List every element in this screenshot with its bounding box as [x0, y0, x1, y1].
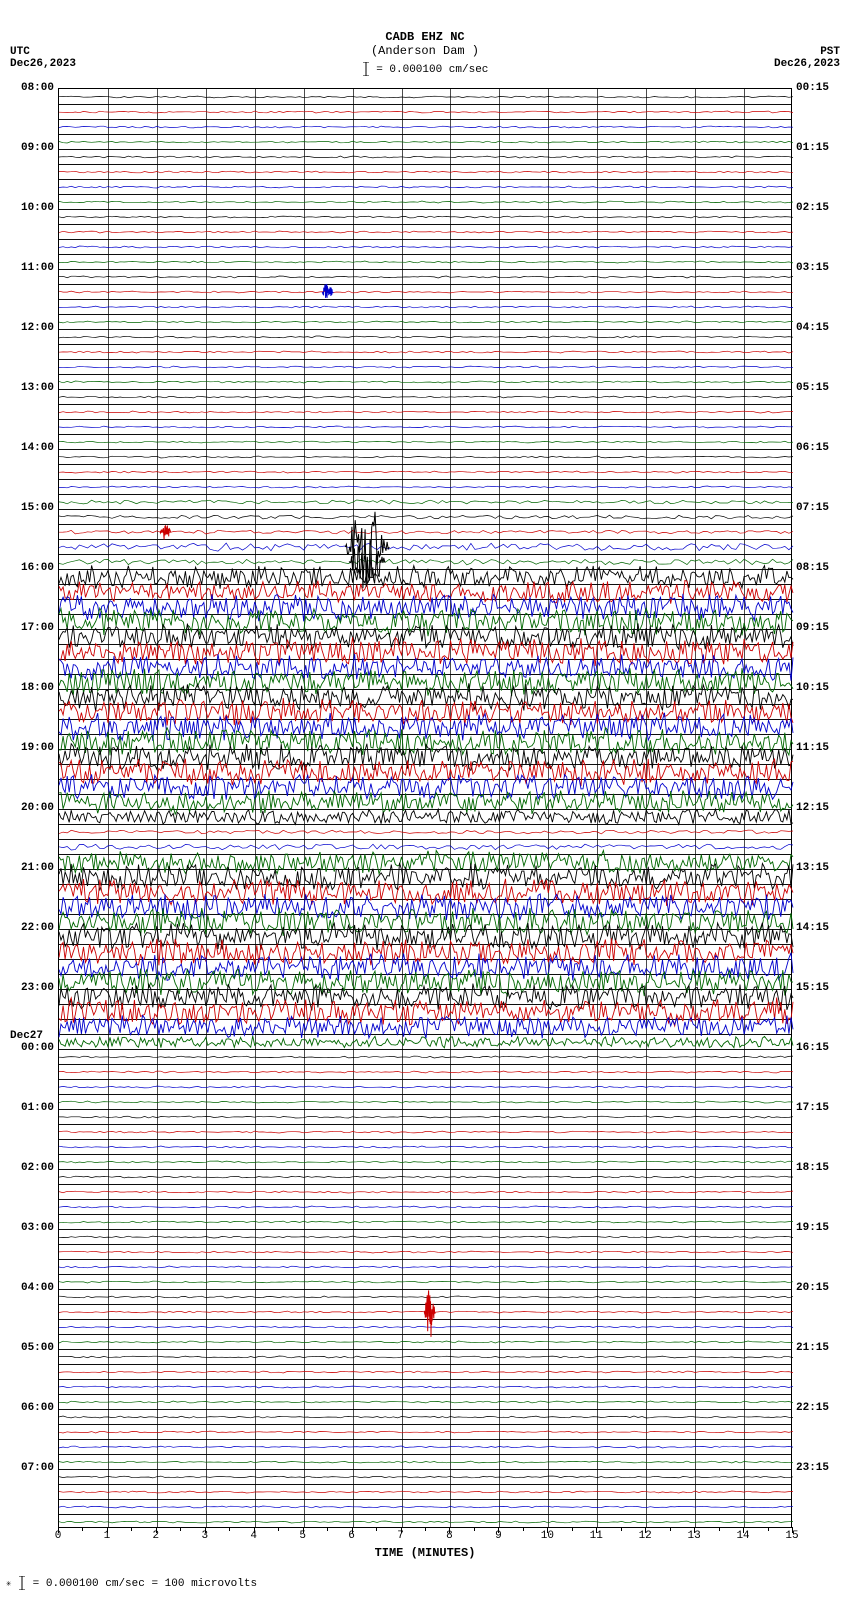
- utc-time-label: 19:00: [10, 742, 54, 754]
- utc-time-label: 10:00: [10, 202, 54, 214]
- scale-indicator: = 0.000100 cm/sec: [0, 62, 850, 76]
- x-axis-title: TIME (MINUTES): [58, 1546, 792, 1560]
- x-minor-tick: [523, 1528, 524, 1531]
- pst-time-label: 10:15: [796, 682, 840, 694]
- x-minor-tick: [327, 1528, 328, 1531]
- seismic-spike: [59, 527, 793, 597]
- pst-time-label: 07:15: [796, 502, 840, 514]
- x-tick-label: 9: [495, 1530, 502, 1542]
- x-minor-tick: [82, 1528, 83, 1531]
- utc-time-label: 09:00: [10, 142, 54, 154]
- x-minor-tick: [768, 1528, 769, 1531]
- x-minor-tick: [719, 1528, 720, 1531]
- x-minor-tick: [670, 1528, 671, 1531]
- pst-time-label: 01:15: [796, 142, 840, 154]
- pst-time-label: 11:15: [796, 742, 840, 754]
- footer-scale-bar-icon: [18, 1576, 26, 1590]
- seismic-spike: [59, 277, 793, 307]
- pst-time-label: 03:15: [796, 262, 840, 274]
- utc-time-label: 15:00: [10, 502, 54, 514]
- x-axis: TIME (MINUTES) 0123456789101112131415: [58, 1528, 792, 1568]
- date-marker: Dec27: [10, 1030, 54, 1042]
- x-tick-label: 8: [446, 1530, 453, 1542]
- station-location: (Anderson Dam ): [0, 44, 850, 58]
- utc-time-label: 02:00: [10, 1162, 54, 1174]
- x-minor-tick: [131, 1528, 132, 1531]
- x-minor-tick: [425, 1528, 426, 1531]
- utc-time-label: 13:00: [10, 382, 54, 394]
- x-tick-label: 14: [736, 1530, 749, 1542]
- utc-time-label: 16:00: [10, 562, 54, 574]
- station-code: CADB EHZ NC: [0, 30, 850, 44]
- date-left: Dec26,2023: [10, 58, 76, 70]
- x-minor-tick: [572, 1528, 573, 1531]
- pst-time-label: 06:15: [796, 442, 840, 454]
- x-tick-label: 5: [299, 1530, 306, 1542]
- x-tick-label: 2: [153, 1530, 160, 1542]
- x-tick-label: 10: [541, 1530, 554, 1542]
- utc-time-label: 12:00: [10, 322, 54, 334]
- date-right: Dec26,2023: [774, 58, 840, 70]
- x-tick-label: 11: [590, 1530, 603, 1542]
- pst-time-label: 13:15: [796, 862, 840, 874]
- pst-time-label: 17:15: [796, 1102, 840, 1114]
- utc-time-label: 05:00: [10, 1342, 54, 1354]
- pst-time-label: 12:15: [796, 802, 840, 814]
- pst-time-label: 22:15: [796, 1402, 840, 1414]
- seismogram-plot: [58, 88, 792, 1528]
- x-minor-tick: [621, 1528, 622, 1531]
- footer-scale: ✳ = 0.000100 cm/sec = 100 microvolts: [6, 1576, 257, 1590]
- x-tick-label: 3: [201, 1530, 208, 1542]
- x-tick-label: 13: [688, 1530, 701, 1542]
- x-minor-tick: [229, 1528, 230, 1531]
- utc-time-label: 22:00: [10, 922, 54, 934]
- x-tick-label: 1: [104, 1530, 111, 1542]
- x-tick-label: 6: [348, 1530, 355, 1542]
- pst-time-label: 05:15: [796, 382, 840, 394]
- scale-text: = 0.000100 cm/sec: [376, 64, 488, 76]
- utc-time-label: 18:00: [10, 682, 54, 694]
- utc-time-label: 21:00: [10, 862, 54, 874]
- pst-time-label: 09:15: [796, 622, 840, 634]
- pst-time-label: 15:15: [796, 982, 840, 994]
- pst-time-label: 19:15: [796, 1222, 840, 1234]
- utc-time-label: 06:00: [10, 1402, 54, 1414]
- utc-time-label: 23:00: [10, 982, 54, 994]
- x-tick-label: 12: [639, 1530, 652, 1542]
- utc-time-label: 00:00: [10, 1042, 54, 1054]
- utc-time-label: 03:00: [10, 1222, 54, 1234]
- pst-time-label: 00:15: [796, 82, 840, 94]
- utc-time-label: 11:00: [10, 262, 54, 274]
- pst-time-label: 21:15: [796, 1342, 840, 1354]
- pst-time-label: 20:15: [796, 1282, 840, 1294]
- x-tick-label: 15: [785, 1530, 798, 1542]
- x-tick-label: 0: [55, 1530, 62, 1542]
- footer-scale-text: = 0.000100 cm/sec = 100 microvolts: [33, 1578, 257, 1590]
- pst-time-label: 08:15: [796, 562, 840, 574]
- utc-time-label: 01:00: [10, 1102, 54, 1114]
- utc-time-label: 07:00: [10, 1462, 54, 1474]
- seismic-spike: [59, 1279, 793, 1345]
- x-minor-tick: [376, 1528, 377, 1531]
- utc-time-label: 20:00: [10, 802, 54, 814]
- utc-time-label: 04:00: [10, 1282, 54, 1294]
- timezone-left: UTC: [10, 46, 30, 58]
- utc-time-label: 14:00: [10, 442, 54, 454]
- x-minor-tick: [278, 1528, 279, 1531]
- x-minor-tick: [474, 1528, 475, 1531]
- utc-time-label: 08:00: [10, 82, 54, 94]
- pst-time-label: 23:15: [796, 1462, 840, 1474]
- timezone-right: PST: [820, 46, 840, 58]
- pst-time-label: 18:15: [796, 1162, 840, 1174]
- utc-time-label: 17:00: [10, 622, 54, 634]
- pst-time-label: 04:15: [796, 322, 840, 334]
- pst-time-label: 16:15: [796, 1042, 840, 1054]
- x-tick-label: 4: [250, 1530, 257, 1542]
- pst-time-label: 14:15: [796, 922, 840, 934]
- x-minor-tick: [180, 1528, 181, 1531]
- x-tick-label: 7: [397, 1530, 404, 1542]
- scale-bar-icon: [362, 62, 370, 76]
- pst-time-label: 02:15: [796, 202, 840, 214]
